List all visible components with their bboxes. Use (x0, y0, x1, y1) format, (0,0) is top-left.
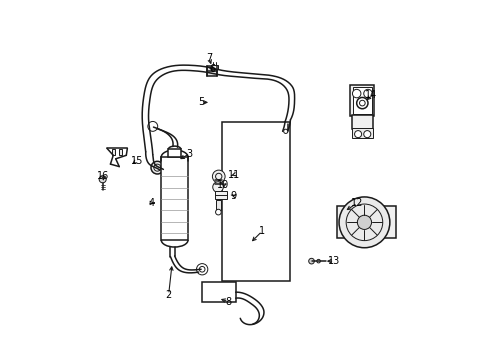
Circle shape (363, 89, 371, 98)
Circle shape (212, 182, 223, 192)
Circle shape (357, 215, 371, 229)
Bar (214, 190, 226, 199)
Text: 6: 6 (208, 64, 215, 74)
Text: 14: 14 (365, 90, 377, 100)
Bar (206, 66, 217, 76)
Bar (351, 115, 372, 129)
Bar (352, 87, 371, 114)
Bar (337, 207, 395, 238)
Text: 4: 4 (148, 198, 155, 208)
Bar (349, 85, 374, 117)
Text: 7: 7 (205, 53, 212, 63)
Text: 15: 15 (130, 156, 143, 166)
Bar (216, 200, 220, 210)
Text: 1: 1 (259, 226, 264, 236)
Circle shape (352, 89, 360, 98)
Bar (168, 149, 181, 157)
Bar (212, 65, 218, 68)
Text: 9: 9 (230, 191, 237, 201)
Bar (161, 157, 188, 240)
Bar (221, 122, 290, 280)
Bar (119, 149, 122, 154)
Circle shape (356, 98, 367, 109)
Circle shape (212, 170, 224, 183)
Circle shape (151, 161, 163, 174)
Text: 13: 13 (327, 256, 340, 266)
Circle shape (338, 197, 389, 248)
Text: 5: 5 (198, 98, 204, 107)
Circle shape (308, 258, 314, 264)
Text: 8: 8 (225, 297, 231, 307)
Text: 3: 3 (186, 149, 192, 158)
Bar (112, 149, 115, 154)
Bar (202, 282, 235, 302)
Text: 10: 10 (217, 180, 229, 190)
Circle shape (363, 131, 370, 138)
Circle shape (196, 264, 207, 275)
Text: 2: 2 (165, 290, 171, 300)
Bar (351, 128, 372, 138)
Text: 16: 16 (97, 171, 109, 181)
Circle shape (147, 121, 158, 131)
Circle shape (354, 131, 361, 138)
Circle shape (215, 209, 221, 215)
Circle shape (99, 176, 106, 183)
Text: 11: 11 (227, 170, 240, 180)
Text: 12: 12 (350, 198, 363, 208)
